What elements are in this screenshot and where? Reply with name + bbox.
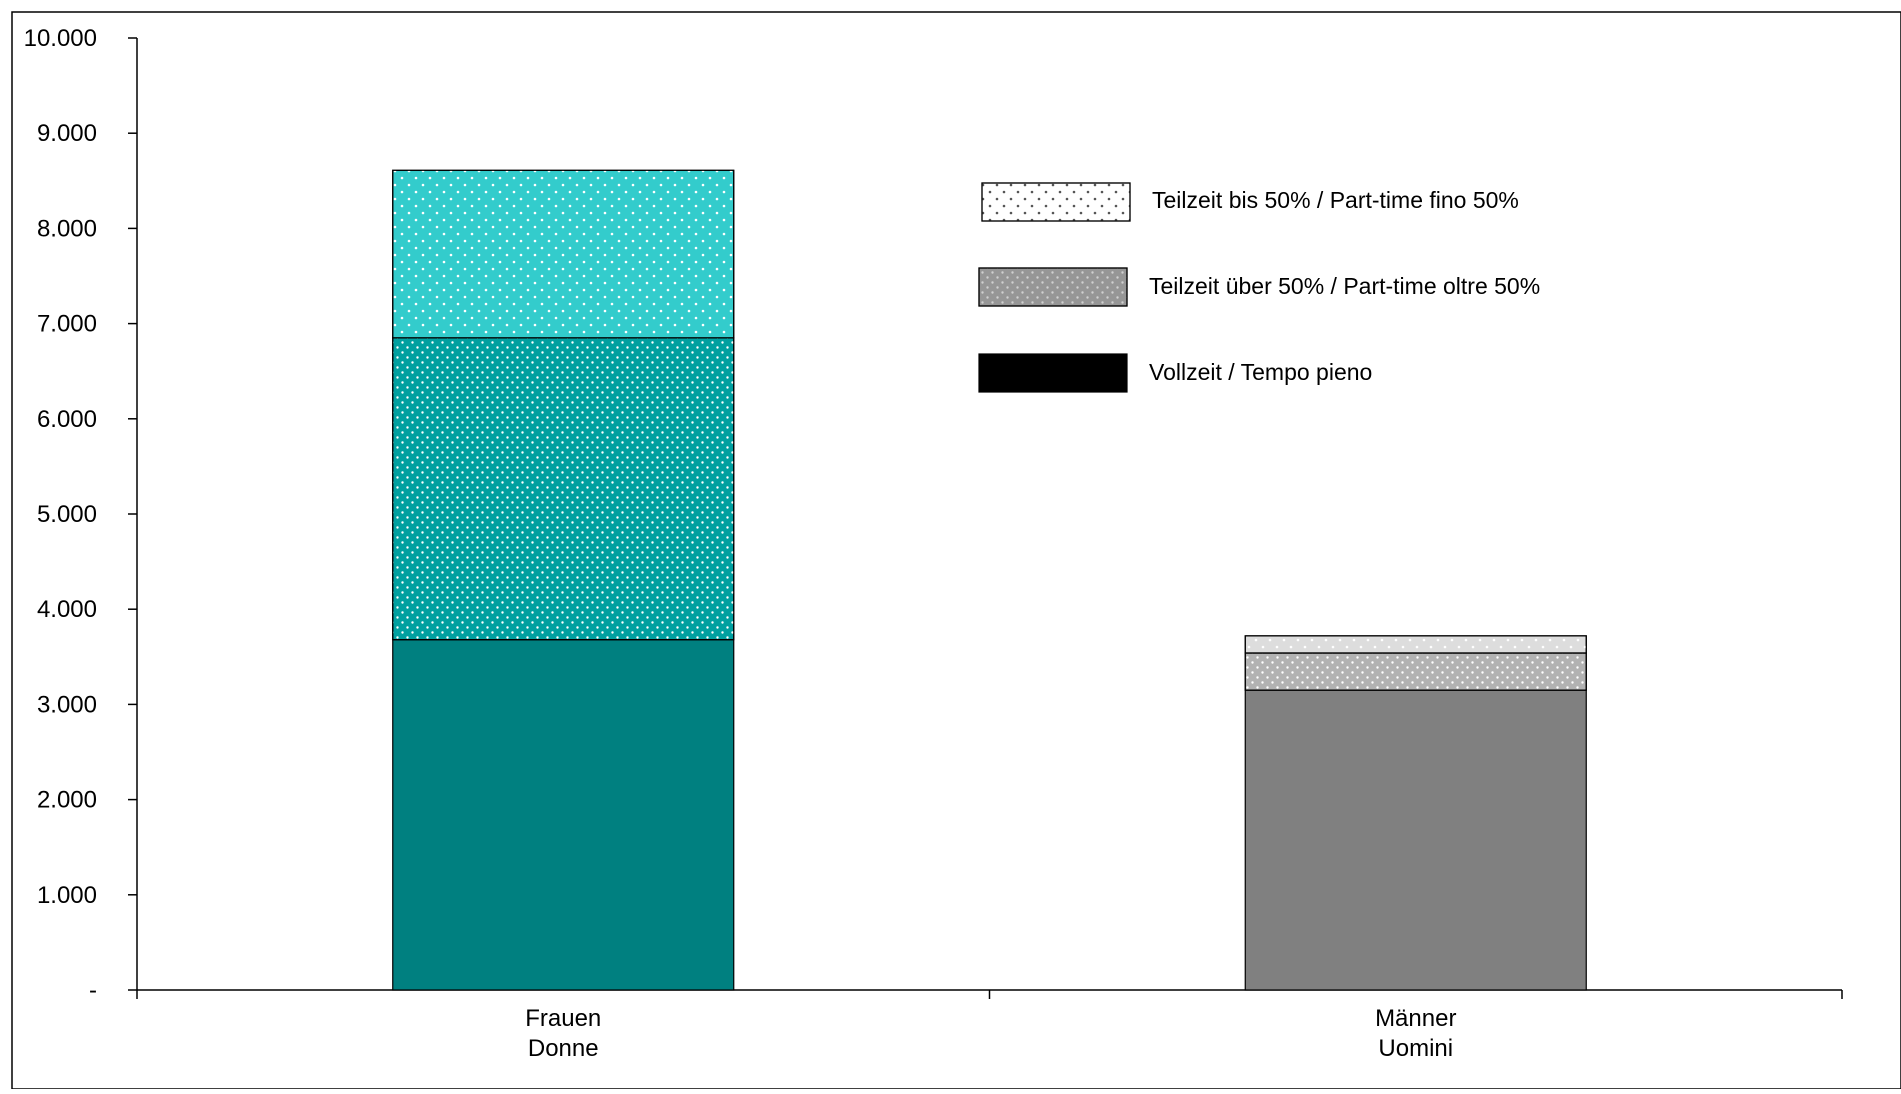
y-tick-label: 8.000: [37, 215, 97, 242]
x-category-label-line2: Donne: [528, 1035, 599, 1062]
bar-segment-pattern: [392, 337, 735, 641]
y-tick-label: 5.000: [37, 501, 97, 528]
legend: Teilzeit bis 50% / Part-time fino 50% Tei…: [978, 182, 1540, 393]
y-tick-label: 3.000: [37, 691, 97, 718]
legend-label: Vollzeit / Tempo pieno: [1149, 359, 1372, 385]
y-tick-label: 7.000: [37, 311, 97, 338]
y-axis: - 1.000 2.000 3.000 4.000 5.000 6.000 7.000 8.00…: [24, 25, 138, 1004]
y-tick-label: -: [89, 977, 97, 1004]
legend-swatch-pattern: [981, 182, 1131, 222]
bar-segment-pattern: [1244, 635, 1587, 654]
y-tick-label: 9.000: [37, 120, 97, 147]
bar-segment-pattern: [1244, 652, 1587, 691]
bar-segment: [392, 639, 735, 991]
bar-segment-pattern: [392, 169, 735, 339]
legend-swatch-pattern: [978, 267, 1128, 307]
x-category-label-line2: Uomini: [1378, 1035, 1453, 1062]
y-tick-label: 6.000: [37, 406, 97, 433]
y-tick-label: 4.000: [37, 596, 97, 623]
legend-label: Teilzeit über 50% / Part-time oltre 50%: [1149, 273, 1540, 299]
y-tick-label: 2.000: [37, 787, 97, 814]
bars: [392, 169, 1587, 991]
y-tick-label: 1.000: [37, 882, 97, 909]
legend-swatch: [978, 353, 1128, 393]
chart-area-border: [11, 11, 1901, 1090]
y-tick-label: 10.000: [24, 25, 97, 52]
x-category-label-line1: Männer: [1375, 1005, 1456, 1032]
x-axis: Frauen Donne Männer Uomini: [136, 989, 1843, 1062]
bar-segment: [1244, 689, 1587, 991]
x-category-label-line1: Frauen: [525, 1005, 601, 1032]
legend-label: Teilzeit bis 50% / Part-time fino 50%: [1152, 187, 1519, 213]
